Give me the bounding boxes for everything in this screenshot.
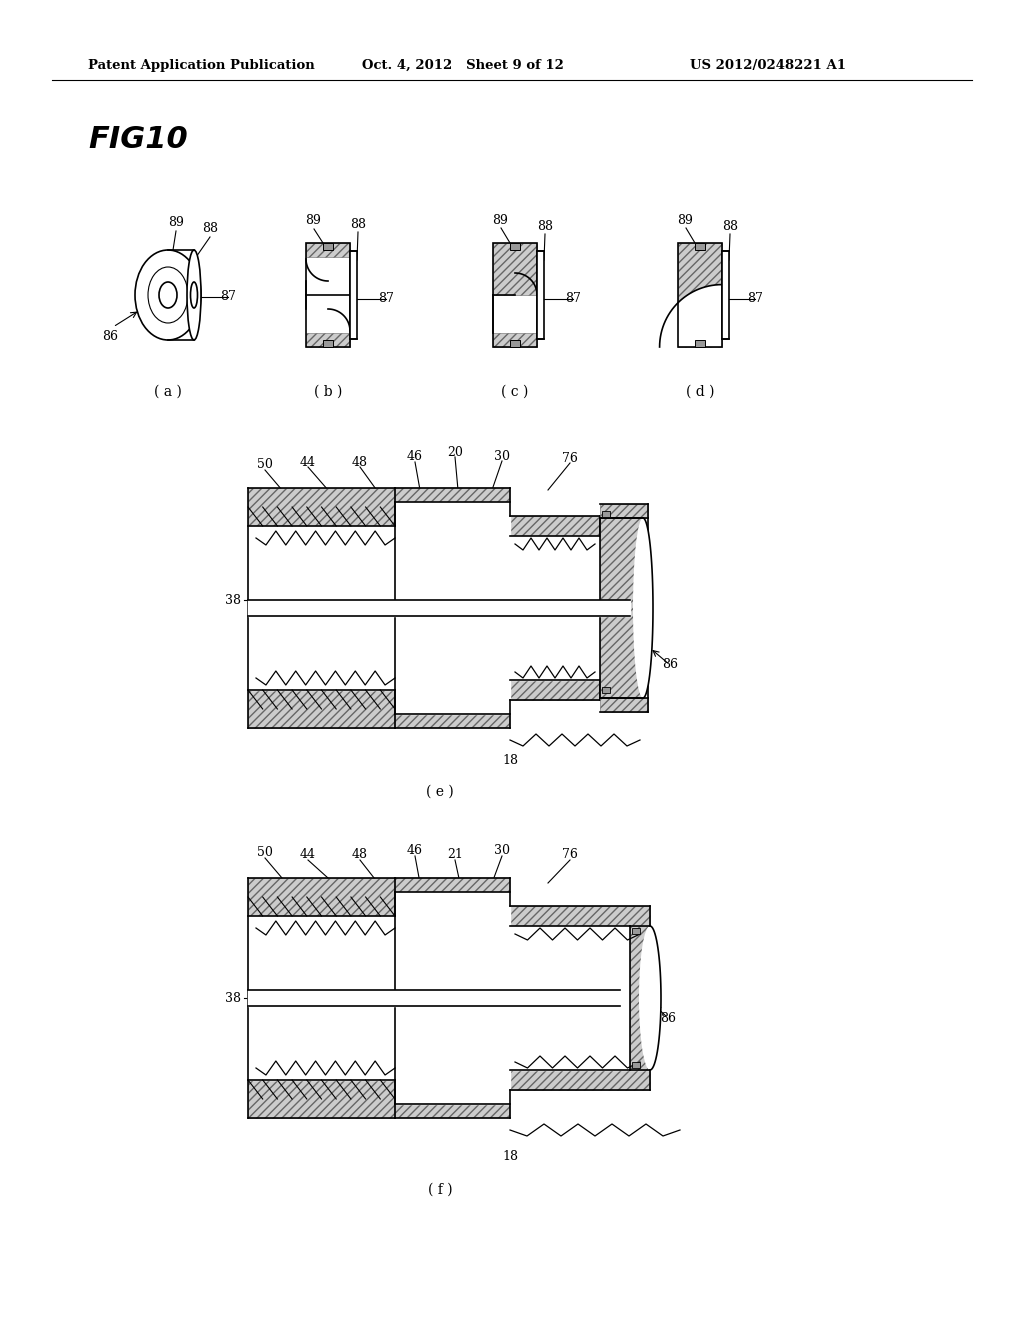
Bar [493, 333, 537, 347]
Text: Patent Application Publication: Patent Application Publication [88, 58, 314, 71]
Text: 21: 21 [447, 849, 463, 862]
Ellipse shape [187, 249, 201, 341]
Bar [510, 341, 520, 347]
Bar [248, 1080, 395, 1118]
Text: 44: 44 [300, 849, 316, 862]
Bar [632, 1063, 640, 1068]
Text: 48: 48 [352, 849, 368, 862]
Text: 38: 38 [225, 594, 241, 606]
Bar [306, 243, 350, 257]
Text: 87: 87 [748, 293, 763, 305]
Text: 87: 87 [220, 290, 236, 304]
Bar [678, 243, 722, 347]
Text: 89: 89 [493, 214, 508, 227]
Text: 48: 48 [352, 455, 368, 469]
Text: ( a ): ( a ) [154, 385, 182, 399]
Polygon shape [395, 700, 510, 729]
Bar [632, 928, 640, 935]
Text: 86: 86 [660, 1011, 676, 1024]
Text: 87: 87 [378, 293, 394, 305]
Text: 89: 89 [168, 216, 184, 230]
Bar [695, 243, 705, 249]
Text: Oct. 4, 2012   Sheet 9 of 12: Oct. 4, 2012 Sheet 9 of 12 [362, 58, 564, 71]
Polygon shape [630, 927, 650, 1071]
Bar [323, 341, 333, 347]
Text: 50: 50 [257, 458, 273, 471]
Text: 18: 18 [502, 754, 518, 767]
Text: 88: 88 [202, 223, 218, 235]
Bar [537, 251, 544, 339]
Text: ( c ): ( c ) [502, 385, 528, 399]
Bar [695, 341, 705, 347]
Bar [493, 243, 537, 294]
Bar [510, 680, 600, 700]
Text: 87: 87 [565, 293, 581, 305]
Polygon shape [395, 488, 510, 516]
Bar [323, 243, 333, 249]
Bar [678, 243, 722, 347]
Text: 86: 86 [662, 659, 678, 672]
Bar [602, 511, 610, 517]
Bar [306, 333, 350, 347]
Text: 18: 18 [502, 1150, 518, 1163]
Bar [678, 243, 722, 347]
Text: 88: 88 [722, 220, 738, 234]
Bar [600, 504, 648, 517]
Bar [350, 251, 357, 339]
Text: 88: 88 [537, 220, 553, 234]
Text: 86: 86 [102, 330, 118, 343]
Text: 76: 76 [562, 451, 578, 465]
Bar [493, 243, 537, 347]
Polygon shape [395, 878, 510, 906]
Text: 44: 44 [300, 455, 316, 469]
Text: 30: 30 [494, 450, 510, 462]
Text: 88: 88 [350, 219, 366, 231]
Bar [510, 516, 600, 536]
Text: 50: 50 [257, 846, 273, 859]
Text: ( b ): ( b ) [313, 385, 342, 399]
Bar [510, 1071, 650, 1090]
Bar [600, 698, 648, 711]
Wedge shape [659, 285, 722, 347]
Text: 30: 30 [494, 845, 510, 858]
Text: US 2012/0248221 A1: US 2012/0248221 A1 [690, 58, 846, 71]
Text: 38: 38 [225, 991, 241, 1005]
Bar [510, 243, 520, 249]
Text: 46: 46 [407, 450, 423, 463]
Text: 76: 76 [562, 849, 578, 862]
Text: ( d ): ( d ) [686, 385, 715, 399]
Bar [722, 251, 729, 339]
Text: 89: 89 [677, 214, 693, 227]
Bar [248, 488, 395, 525]
Text: 46: 46 [407, 843, 423, 857]
Text: 20: 20 [447, 446, 463, 458]
Bar [510, 906, 650, 927]
Bar [248, 878, 395, 916]
Polygon shape [395, 1090, 510, 1118]
Bar [493, 243, 537, 347]
Bar [306, 243, 350, 347]
Text: 89: 89 [305, 214, 321, 227]
Ellipse shape [639, 927, 662, 1071]
Text: ( e ): ( e ) [426, 785, 454, 799]
Text: FIG10: FIG10 [88, 125, 187, 154]
Ellipse shape [633, 517, 653, 698]
Bar [248, 690, 395, 729]
Text: ( f ): ( f ) [428, 1183, 453, 1197]
Polygon shape [600, 517, 643, 698]
Bar [306, 243, 350, 347]
Bar [602, 686, 610, 693]
